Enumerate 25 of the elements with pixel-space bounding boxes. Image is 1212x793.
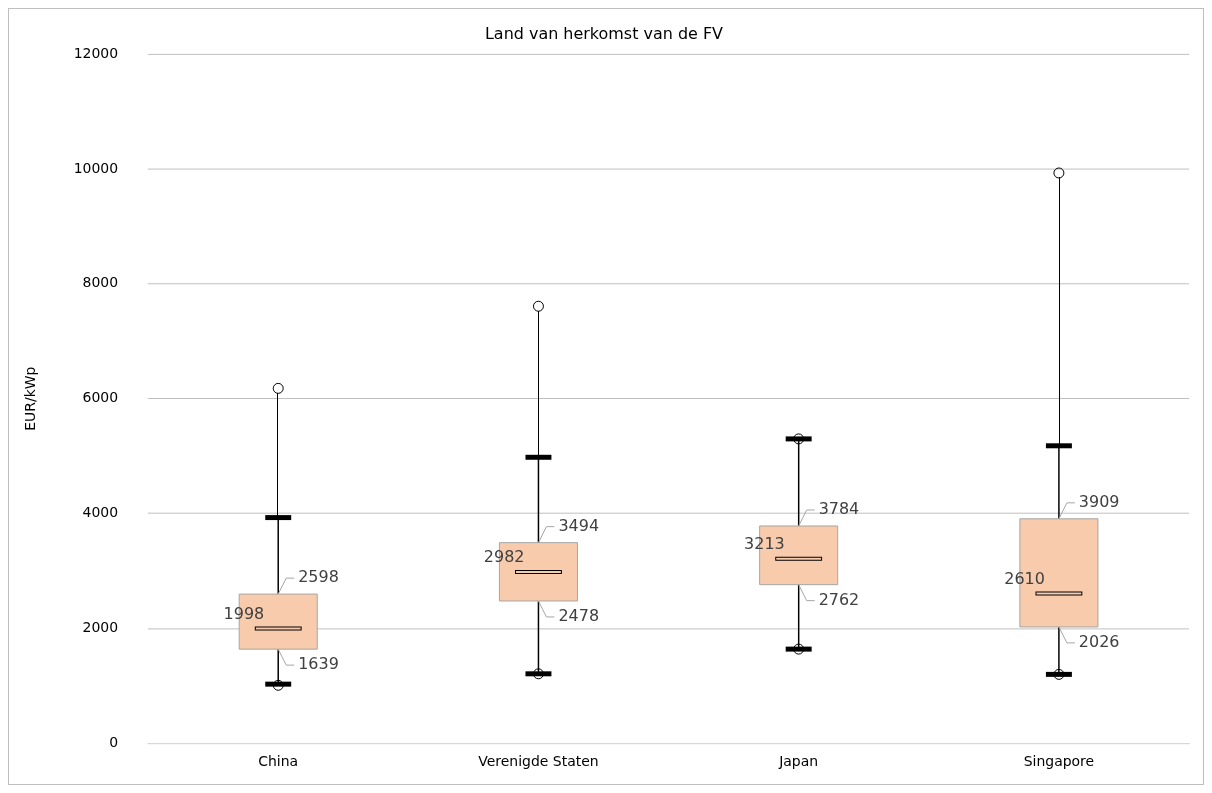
annotation: 2478 (558, 606, 600, 626)
annotation: 3213 (744, 533, 785, 553)
x-tick-label: Singapore (1023, 753, 1095, 770)
x-tick-label: China (258, 753, 299, 770)
y-tick-label: 12000 (73, 44, 119, 61)
y-axis-title: EUR/kWp (21, 366, 38, 431)
chart-title: Land van herkomst van de FV (484, 23, 724, 43)
annotation: 1998 (223, 603, 265, 623)
annotation: 1639 (298, 654, 339, 674)
annotation: 2598 (298, 567, 339, 587)
y-tick-label: 10000 (73, 159, 119, 176)
annotation: 2762 (818, 589, 860, 609)
annotation: 3494 (558, 515, 600, 535)
annotation: 2982 (483, 547, 525, 567)
x-tick-label: Verenigde Staten (478, 753, 599, 770)
annotation: 3784 (818, 499, 860, 519)
annotation: 3909 (1078, 491, 1120, 511)
y-tick-label: 4000 (82, 504, 119, 521)
annotation: 2610 (1004, 568, 1045, 588)
y-tick-label: 8000 (82, 274, 119, 291)
y-tick-label: 2000 (82, 619, 119, 636)
annotation: 2026 (1078, 632, 1120, 652)
x-tick-label: Japan (778, 753, 819, 770)
y-tick-label: 0 (109, 733, 119, 750)
y-tick-label: 6000 (82, 389, 119, 406)
